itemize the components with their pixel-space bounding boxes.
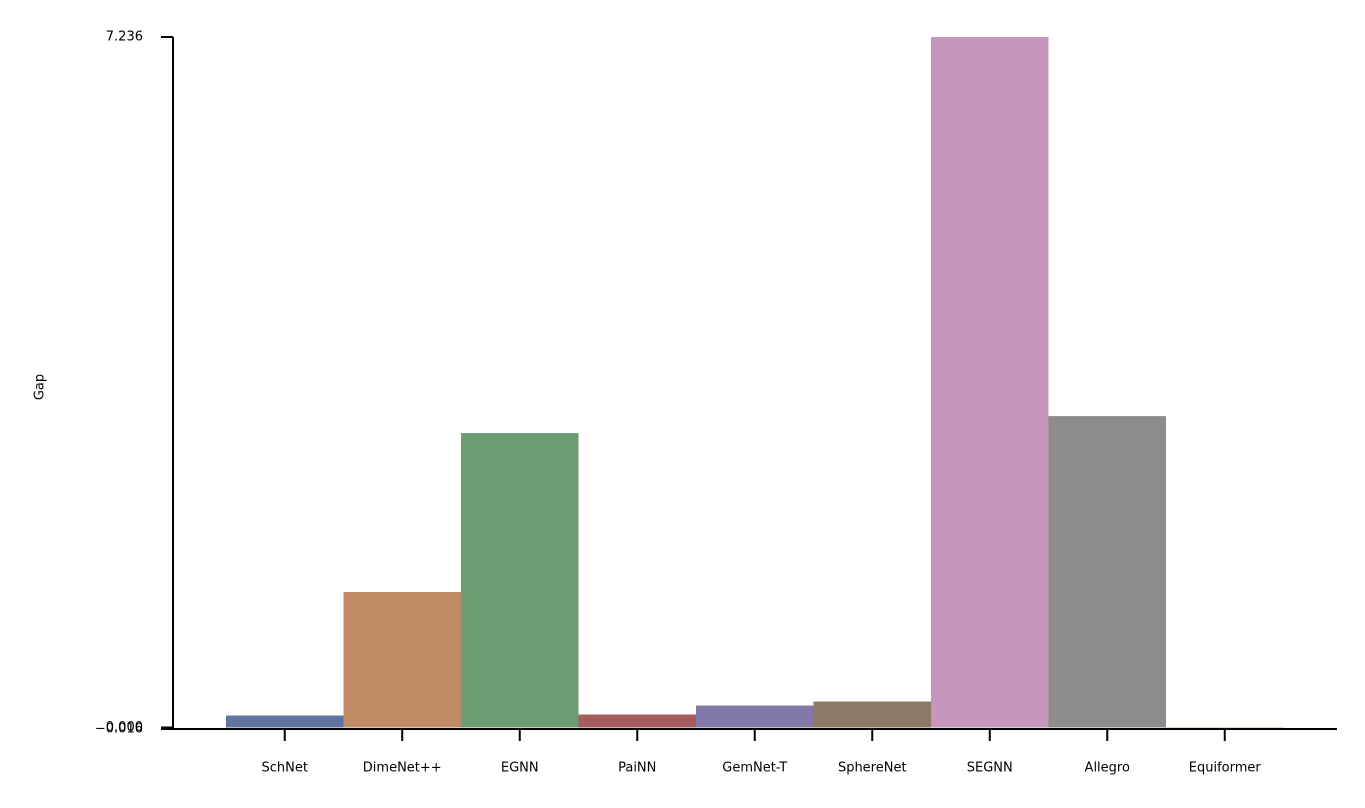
bar [931,37,1049,728]
y-tick-label: −0.016 [95,722,143,737]
x-tick-label: Equiformer [1189,761,1262,776]
y-tick-label: 7.236 [106,30,143,45]
x-tick-label: EGNN [501,761,539,776]
x-tick-label: SchNet [262,761,308,776]
x-tick-label: SEGNN [967,761,1013,776]
y-tick-label: 0.000 [106,720,143,735]
x-tick-label: PaiNN [618,761,656,776]
x-tick-label: Allegro [1085,761,1130,776]
bar [343,591,461,728]
bar [696,705,814,728]
x-tick-label: SphereNet [838,761,907,776]
y-axis-label: Gap [33,374,48,400]
x-tick-label: DimeNet++ [363,761,442,776]
bar [813,701,931,728]
bar [226,715,344,728]
bar [1048,416,1166,728]
x-tick-label: GemNet-T [722,761,787,776]
bar [461,433,579,728]
bar [578,714,696,728]
